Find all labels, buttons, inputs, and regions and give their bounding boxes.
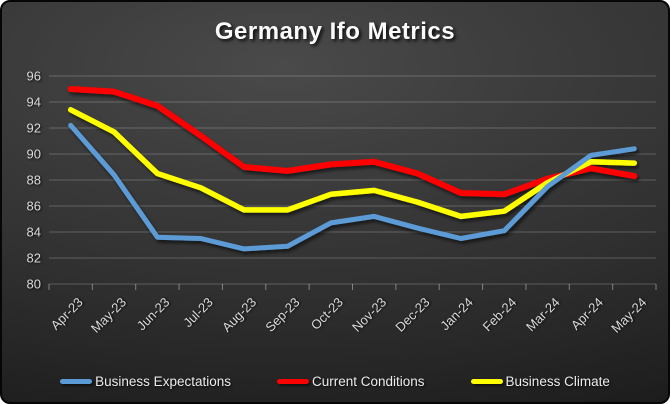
legend-swatch-red-line-icon: [276, 379, 309, 384]
svg-text:Apr-23: Apr-23: [48, 295, 86, 333]
svg-text:92: 92: [27, 121, 41, 136]
legend-label: Business Expectations: [95, 374, 231, 389]
x-axis-ticks: [48, 284, 657, 290]
legend-swatch-yellow-line-icon: [470, 379, 503, 384]
svg-text:Jun-23: Jun-23: [134, 295, 173, 334]
svg-text:96: 96: [27, 69, 41, 84]
gridlines: [49, 75, 656, 285]
svg-text:Feb-24: Feb-24: [480, 295, 520, 335]
legend-swatch-blue-line-icon: [60, 379, 93, 384]
svg-text:80: 80: [27, 277, 41, 292]
svg-text:Aug-23: Aug-23: [219, 295, 259, 335]
svg-text:Oct-23: Oct-23: [308, 295, 346, 333]
svg-text:Jan-24: Jan-24: [437, 295, 476, 334]
svg-text:Apr-24: Apr-24: [568, 295, 606, 333]
legend-label: Business Climate: [505, 374, 610, 389]
svg-text:84: 84: [27, 225, 41, 240]
svg-text:May-23: May-23: [88, 295, 129, 336]
svg-text:Mar-24: Mar-24: [523, 295, 563, 335]
y-axis-labels: 80 82 84 86 88 90 92 94 96: [27, 69, 41, 292]
svg-text:Jul-23: Jul-23: [180, 295, 216, 331]
chart-legend: Business Expectations Current Conditions…: [2, 374, 668, 389]
data-series-lines: [67, 86, 638, 252]
legend-item-business-climate: Business Climate: [470, 374, 610, 389]
svg-text:94: 94: [27, 95, 41, 110]
chart-title: Germany Ifo Metrics: [214, 18, 456, 45]
svg-text:Sep-23: Sep-23: [262, 295, 302, 335]
svg-text:86: 86: [27, 199, 41, 214]
svg-text:Nov-23: Nov-23: [349, 295, 389, 335]
x-axis-labels: Apr-23 May-23 Jun-23 Jul-23 Aug-23 Sep-23 Oct-…: [48, 295, 650, 336]
svg-text:88: 88: [27, 173, 41, 188]
svg-text:Dec-23: Dec-23: [392, 295, 432, 335]
svg-text:82: 82: [27, 251, 41, 266]
svg-text:90: 90: [27, 147, 41, 162]
legend-label: Current Conditions: [311, 374, 425, 389]
legend-item-current-conditions: Current Conditions: [276, 374, 425, 389]
svg-text:May-24: May-24: [608, 295, 649, 336]
legend-item-business-expectations: Business Expectations: [60, 374, 231, 389]
